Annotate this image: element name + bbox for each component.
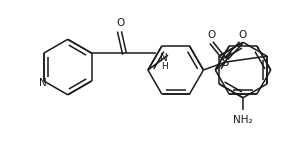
Text: O: O: [207, 30, 215, 40]
Text: N: N: [160, 53, 168, 63]
Text: H: H: [161, 62, 168, 71]
Text: N: N: [39, 78, 47, 88]
Text: NH₂: NH₂: [233, 115, 253, 125]
Text: O: O: [116, 18, 125, 28]
Text: O: O: [238, 30, 246, 40]
Text: S: S: [222, 56, 229, 69]
